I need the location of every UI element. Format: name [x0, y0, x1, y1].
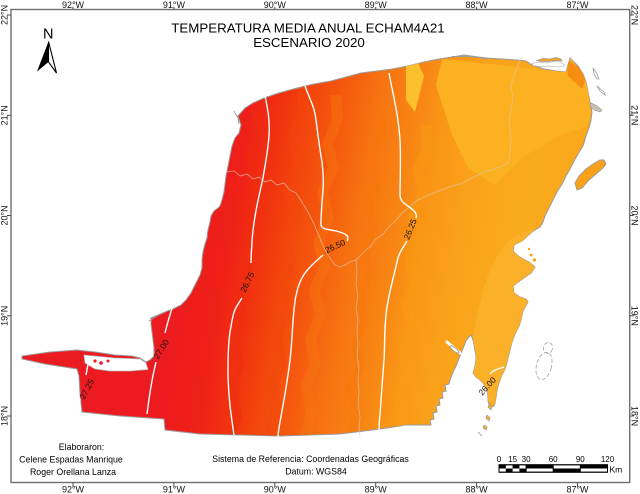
svg-text:90°W: 90°W: [264, 0, 287, 10]
svg-text:0: 0: [497, 455, 502, 464]
svg-text:Km: Km: [610, 465, 623, 475]
svg-text:60: 60: [549, 455, 558, 464]
svg-text:Roger Orellana Lanza: Roger Orellana Lanza: [30, 467, 116, 477]
svg-text:19°N: 19°N: [0, 306, 10, 326]
svg-text:Datum: WGS84: Datum: WGS84: [285, 467, 347, 477]
svg-text:90°W: 90°W: [264, 485, 287, 494]
svg-text:20°N: 20°N: [630, 205, 640, 225]
svg-text:21°N: 21°N: [0, 105, 10, 125]
svg-text:TEMPERATURA MEDIA ANUAL ECHAM4: TEMPERATURA MEDIA ANUAL ECHAM4A21: [171, 21, 444, 36]
svg-text:87°W: 87°W: [566, 0, 589, 10]
svg-text:18°N: 18°N: [0, 406, 10, 426]
svg-text:18°N: 18°N: [630, 406, 640, 426]
svg-text:Celene Espadas Manrique: Celene Espadas Manrique: [19, 455, 123, 465]
svg-text:88°W: 88°W: [466, 0, 489, 10]
svg-text:15: 15: [508, 455, 517, 464]
svg-text:89°W: 89°W: [365, 0, 388, 10]
svg-text:90: 90: [576, 455, 585, 464]
svg-text:N: N: [43, 27, 53, 43]
svg-text:87°W: 87°W: [566, 485, 589, 494]
svg-text:22°N: 22°N: [630, 5, 640, 25]
svg-text:91°W: 91°W: [163, 0, 186, 10]
svg-text:88°W: 88°W: [466, 485, 489, 494]
svg-text:89°W: 89°W: [365, 485, 388, 494]
svg-text:Sistema de Referencia: Coorden: Sistema de Referencia: Coordenadas Geogr…: [212, 454, 409, 464]
svg-text:120: 120: [601, 455, 615, 464]
svg-text:92°W: 92°W: [62, 485, 85, 494]
svg-text:19°N: 19°N: [630, 306, 640, 326]
svg-text:ESCENARIO 2020: ESCENARIO 2020: [253, 35, 365, 50]
svg-text:30: 30: [522, 455, 531, 464]
svg-text:22°N: 22°N: [0, 5, 10, 25]
svg-text:21°N: 21°N: [630, 105, 640, 125]
svg-text:20°N: 20°N: [0, 205, 10, 225]
svg-text:92°W: 92°W: [62, 0, 85, 10]
svg-text:91°W: 91°W: [163, 485, 186, 494]
svg-text:Elaboraron:: Elaboraron:: [59, 442, 104, 452]
